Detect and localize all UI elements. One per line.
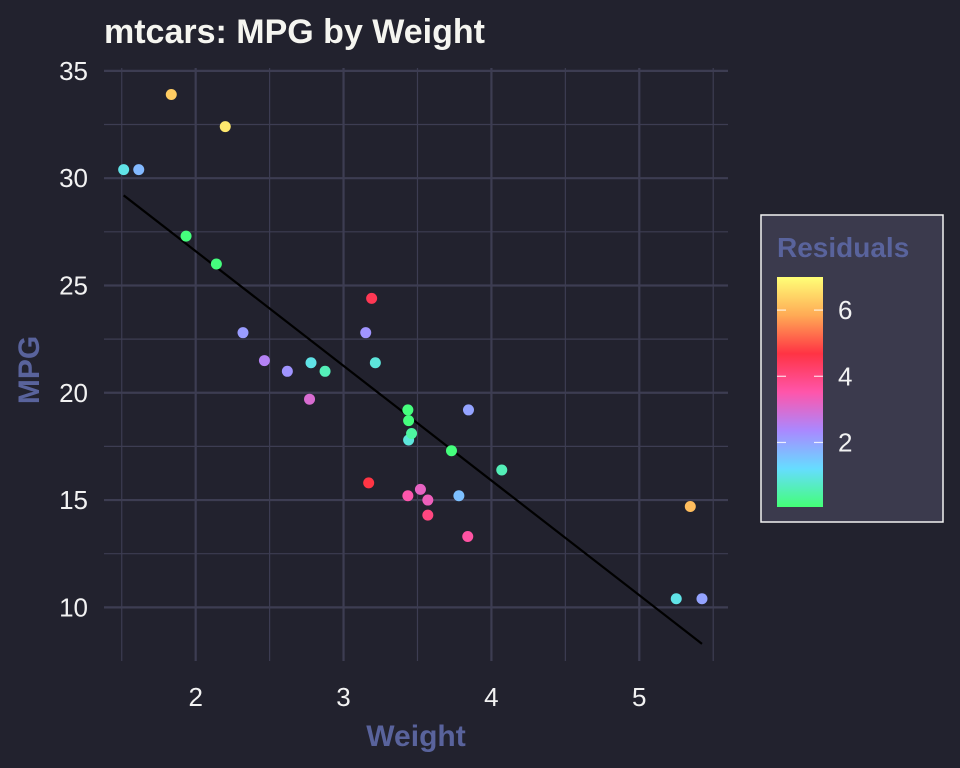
data-point: [210, 258, 222, 270]
data-point: [360, 327, 372, 339]
data-point: [165, 88, 177, 100]
legend: Residuals 2 4 6: [760, 214, 944, 523]
data-point: [414, 483, 426, 495]
data-point: [684, 500, 696, 512]
legend-colorbar: [777, 277, 823, 507]
data-point: [670, 593, 682, 605]
data-point: [462, 531, 474, 543]
x-tick-label: 2: [188, 682, 202, 712]
y-tick-label: 10: [59, 592, 88, 622]
data-point: [304, 393, 316, 405]
data-point: [219, 121, 231, 133]
data-point: [363, 477, 375, 489]
grid: [104, 68, 728, 661]
data-point: [133, 164, 145, 176]
y-tick-label: 25: [59, 270, 88, 300]
data-point: [402, 490, 414, 502]
legend-tick-label: 6: [838, 295, 852, 325]
data-point: [237, 327, 249, 339]
data-point: [118, 164, 130, 176]
data-point: [281, 365, 293, 377]
data-points: [118, 88, 708, 605]
x-tick-label: 3: [336, 682, 350, 712]
data-point: [258, 355, 270, 367]
y-axis-title: MPG: [13, 336, 46, 404]
data-point: [305, 357, 317, 369]
x-tick-label: 5: [632, 682, 646, 712]
data-point: [696, 593, 708, 605]
chart-title: mtcars: MPG by Weight: [104, 13, 485, 51]
x-tick-label: 4: [484, 682, 498, 712]
data-point: [319, 365, 331, 377]
data-point: [180, 230, 192, 242]
legend-tick-label: 2: [838, 427, 852, 457]
legend-ticks: 2 4 6: [777, 295, 852, 457]
legend-title: Residuals: [777, 232, 909, 263]
data-point: [403, 415, 415, 427]
x-axis-title: Weight: [366, 720, 465, 753]
data-point: [453, 490, 465, 502]
data-point: [445, 445, 457, 457]
data-point: [422, 494, 434, 506]
data-point: [366, 292, 378, 304]
data-point: [402, 404, 414, 416]
data-point: [462, 404, 474, 416]
y-tick-label: 30: [59, 163, 88, 193]
axes: 2 3 4 5 10 15 20 25 30 35: [59, 56, 646, 712]
data-point: [369, 357, 381, 369]
y-tick-label: 20: [59, 378, 88, 408]
data-point: [496, 464, 508, 476]
data-point: [406, 428, 418, 440]
legend-tick-label: 4: [838, 361, 852, 391]
y-tick-label: 15: [59, 485, 88, 515]
y-tick-label: 35: [59, 56, 88, 86]
data-point: [422, 509, 434, 521]
